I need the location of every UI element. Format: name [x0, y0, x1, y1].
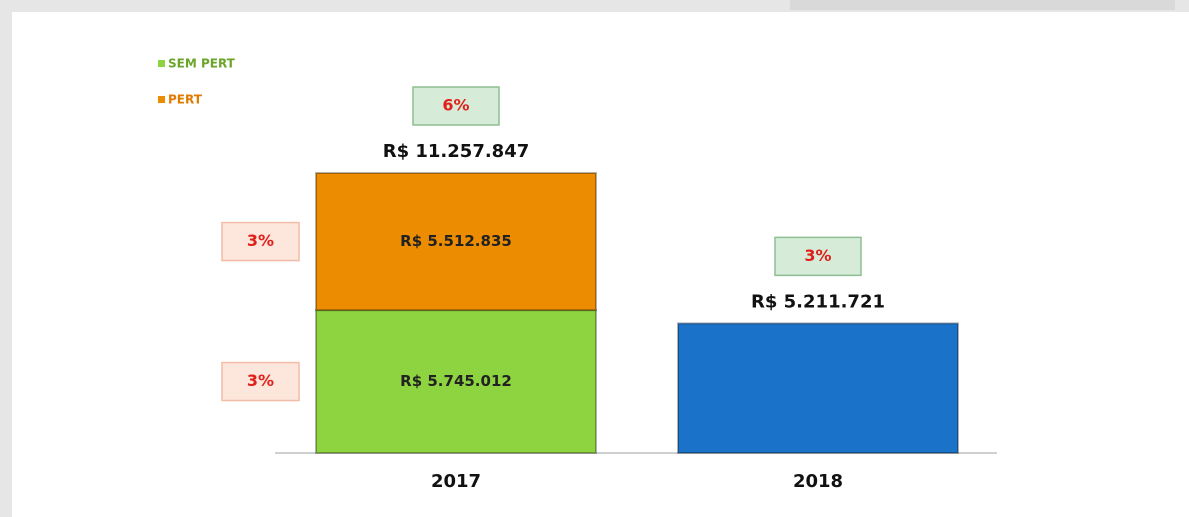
value-label: R$ 5.745.012 [400, 372, 512, 390]
x-tick-label: 2017 [431, 471, 481, 492]
x-tick-label: 2018 [793, 471, 843, 492]
panel [12, 12, 1189, 517]
bar [315, 172, 597, 312]
segment-pct-label: 3% [247, 371, 274, 390]
segment-pct-box [221, 221, 300, 262]
total-label: R$ 11.257.847 [383, 141, 530, 162]
top-tab [790, 0, 1175, 10]
total-label: R$ 5.211.721 [751, 291, 885, 312]
legend-label: PERT [168, 93, 203, 107]
legend-swatch [158, 96, 165, 103]
total-pct-label: 3% [804, 246, 831, 265]
total-pct-label: 6% [442, 96, 469, 115]
legend-label: SEM PERT [168, 57, 236, 71]
legend-swatch [158, 60, 165, 67]
total-pct-box [774, 236, 862, 277]
segment-pct-box [221, 361, 300, 402]
value-label: R$ 5.512.835 [400, 232, 512, 250]
bar [677, 322, 959, 454]
segment-pct-label: 3% [247, 231, 274, 250]
bar [315, 309, 597, 454]
total-pct-box [412, 86, 500, 126]
